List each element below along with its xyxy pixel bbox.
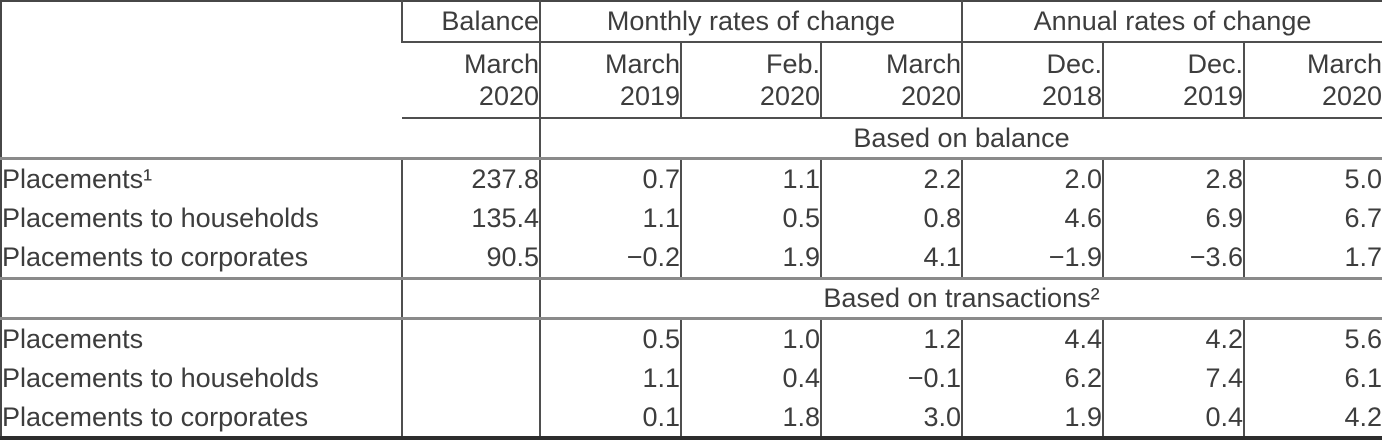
table-row: Placements to corporates 0.1 1.8 3.0 1.9… (1, 398, 1382, 438)
rate-cell: 1.2 (819, 318, 963, 358)
section-title-balance: Based on balance (538, 118, 1382, 160)
rate-cell: 0.5 (680, 198, 821, 238)
col-header-annual: Annual rates of change (961, 1, 1382, 43)
empty-balance-cell (401, 278, 540, 320)
row-label: Placements to households (2, 202, 319, 233)
rate-cell: 2.8 (1102, 158, 1245, 198)
period-header-annual-2: Dec. 2019 (1102, 42, 1245, 119)
row-label: Placements to corporates (1, 238, 402, 280)
table-row: Placements¹ 237.8 0.7 1.1 2.2 2.0 2.8 5.… (1, 158, 1382, 198)
balance-cell (401, 358, 540, 398)
row-label: Placements to corporates (2, 401, 309, 432)
rate-cell: 4.2 (1102, 318, 1245, 358)
rate-cell: 5.6 (1243, 318, 1382, 358)
rate-cell: −0.2 (539, 238, 681, 280)
rate-cell: 0.5 (539, 318, 681, 358)
rate-cell: 2.0 (961, 158, 1104, 198)
rate-cell: 0.1 (539, 398, 681, 438)
period-header-monthly-2: Feb. 2020 (680, 42, 821, 119)
row-label: Placements to households (2, 362, 319, 393)
section-band-balance: Based on balance (1, 118, 1382, 160)
rate-cell: 2.2 (819, 158, 963, 198)
balance-cell (401, 398, 540, 438)
rate-cell: 1.1 (539, 358, 681, 398)
section-band-transactions: Based on transactions² (1, 278, 1382, 320)
rate-cell: 4.1 (819, 238, 963, 280)
rate-cell: 3.0 (819, 398, 963, 438)
period-header-monthly-3: March 2020 (819, 42, 963, 119)
header-row-groups: Balance Monthly rates of change Annual r… (1, 1, 1382, 160)
rate-cell: 5.0 (1243, 158, 1382, 198)
rate-cell: 4.6 (961, 198, 1104, 238)
table-row: Placements to corporates 90.5 −0.2 1.9 4… (1, 238, 1382, 280)
rate-cell: 4.4 (961, 318, 1104, 358)
rate-cell: 1.1 (680, 158, 821, 198)
table-row: Placements to households 1.1 0.4 −0.1 6.… (1, 358, 1382, 398)
header-row-periods: March 2020 March 2019 Feb. 2020 March 20… (1, 42, 1382, 119)
balance-cell: 135.4 (401, 198, 540, 238)
rate-cell: 0.7 (539, 158, 681, 198)
row-label: Placements (2, 323, 144, 354)
rate-cell: 6.7 (1243, 198, 1382, 238)
rate-cell: 1.0 (680, 318, 821, 358)
table-row: Placements 0.5 1.0 1.2 4.4 4.2 5.6 (1, 318, 1382, 358)
empty-balance-cell (402, 118, 540, 160)
col-header-balance: Balance (401, 1, 540, 43)
rate-cell: 0.4 (1102, 398, 1245, 438)
rate-cell: 1.9 (680, 238, 821, 280)
rate-cell: 1.9 (961, 398, 1104, 438)
rate-cell: 1.7 (1243, 238, 1382, 280)
balance-cell: 237.8 (401, 158, 540, 198)
rate-cell: −3.6 (1102, 238, 1245, 280)
period-header-balance: March 2020 (402, 42, 540, 119)
rate-cell: 4.2 (1243, 398, 1382, 438)
rate-cell: 7.4 (1102, 358, 1245, 398)
rate-cell: 1.8 (680, 398, 821, 438)
table-row: Placements to households 135.4 1.1 0.5 0… (1, 198, 1382, 238)
col-header-monthly: Monthly rates of change (538, 1, 963, 43)
corner-cell (1, 1, 402, 160)
balance-cell: 90.5 (401, 238, 540, 280)
rate-cell: −0.1 (819, 358, 963, 398)
rate-cell: 6.1 (1243, 358, 1382, 398)
rate-cell: 0.4 (680, 358, 821, 398)
rate-cell: 6.2 (961, 358, 1104, 398)
section-title-transactions: Based on transactions² (538, 278, 1382, 320)
rate-cell: −1.9 (961, 238, 1104, 280)
rate-cell: 6.9 (1102, 198, 1245, 238)
rate-cell: 0.8 (819, 198, 963, 238)
period-header-monthly-1: March 2019 (539, 42, 681, 119)
period-header-annual-3: March 2020 (1243, 42, 1382, 119)
row-label: Placements¹ (2, 163, 153, 194)
period-header-annual-1: Dec. 2018 (961, 42, 1104, 119)
balance-cell (401, 318, 540, 358)
rate-cell: 1.1 (539, 198, 681, 238)
empty-label-cell (1, 278, 402, 320)
